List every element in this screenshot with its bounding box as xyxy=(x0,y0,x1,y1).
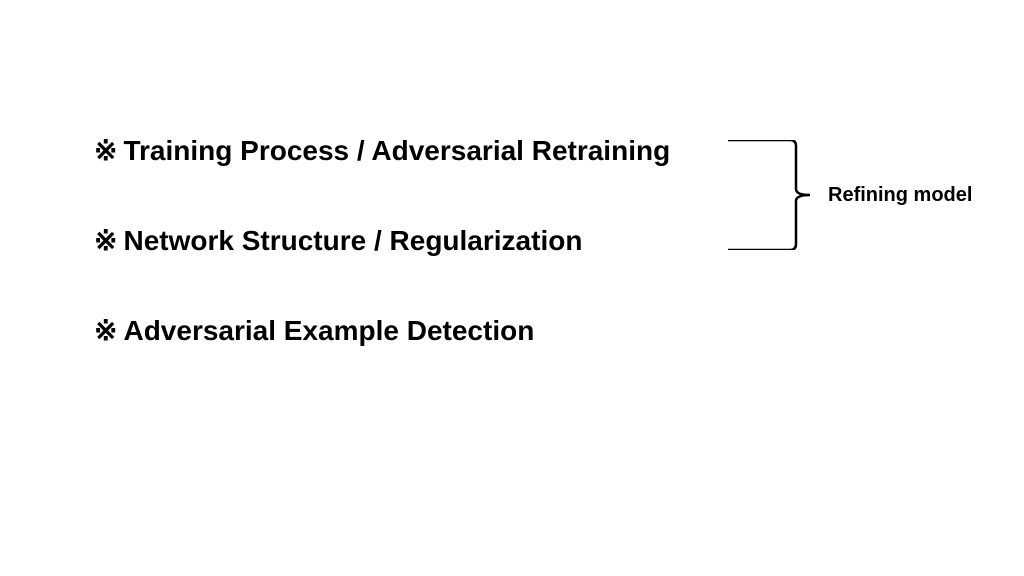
slide: ※Training Process / Adversarial Retraini… xyxy=(0,0,1024,576)
bullet-text-3: Adversarial Example Detection xyxy=(123,315,534,346)
bullet-item-2: ※Network Structure / Regularization xyxy=(94,224,582,257)
brace-icon xyxy=(728,140,810,250)
bullet-marker-icon: ※ xyxy=(94,314,117,347)
bullet-marker-icon: ※ xyxy=(94,134,117,167)
bullet-text-2: Network Structure / Regularization xyxy=(123,225,582,256)
bullet-marker-icon: ※ xyxy=(94,224,117,257)
brace-path xyxy=(728,140,810,250)
annotation-label: Refining model xyxy=(828,184,972,207)
bullet-text-1: Training Process / Adversarial Retrainin… xyxy=(123,135,670,166)
bullet-item-3: ※Adversarial Example Detection xyxy=(94,314,534,347)
bullet-item-1: ※Training Process / Adversarial Retraini… xyxy=(94,134,670,167)
